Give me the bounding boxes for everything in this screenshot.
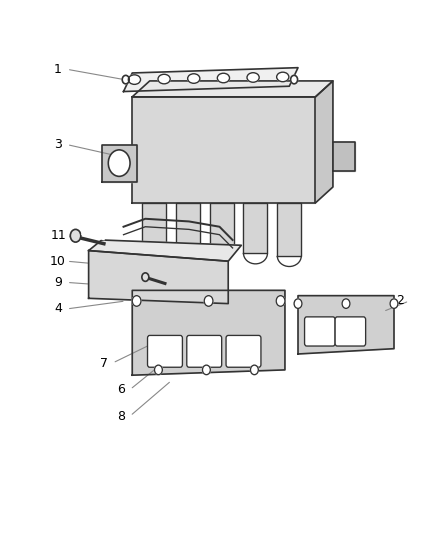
Polygon shape (102, 144, 136, 182)
Polygon shape (297, 296, 393, 354)
Circle shape (122, 75, 129, 84)
Text: 10: 10 (50, 255, 66, 268)
Ellipse shape (128, 75, 140, 84)
Polygon shape (132, 290, 284, 375)
Circle shape (341, 299, 349, 309)
Text: 3: 3 (54, 138, 62, 151)
Polygon shape (132, 97, 315, 203)
Circle shape (293, 299, 301, 309)
Text: 1: 1 (54, 63, 62, 76)
Polygon shape (332, 142, 354, 171)
Ellipse shape (247, 72, 258, 82)
Circle shape (132, 296, 141, 306)
Circle shape (70, 229, 81, 242)
Polygon shape (315, 81, 332, 203)
Text: 2: 2 (396, 294, 403, 308)
Circle shape (152, 264, 208, 333)
Text: 11: 11 (50, 229, 66, 242)
Text: 7: 7 (100, 357, 108, 369)
Text: 9: 9 (54, 276, 62, 289)
Circle shape (202, 365, 210, 375)
Text: 6: 6 (117, 383, 125, 396)
Polygon shape (123, 68, 297, 92)
FancyBboxPatch shape (147, 335, 182, 367)
Circle shape (290, 75, 297, 84)
Polygon shape (243, 203, 267, 253)
Polygon shape (132, 81, 332, 97)
Circle shape (276, 296, 284, 306)
FancyBboxPatch shape (304, 317, 334, 346)
Circle shape (154, 365, 162, 375)
Circle shape (250, 365, 258, 375)
Polygon shape (209, 203, 233, 251)
Text: 8: 8 (117, 409, 125, 423)
Ellipse shape (187, 74, 199, 83)
Circle shape (108, 150, 130, 176)
Polygon shape (88, 240, 241, 261)
Polygon shape (176, 203, 199, 248)
Ellipse shape (276, 72, 288, 82)
Circle shape (204, 296, 212, 306)
Ellipse shape (217, 73, 229, 83)
Polygon shape (277, 203, 300, 256)
Circle shape (141, 273, 148, 281)
Polygon shape (142, 203, 166, 245)
Polygon shape (88, 251, 228, 304)
FancyBboxPatch shape (186, 335, 221, 367)
Circle shape (389, 299, 397, 309)
Text: 4: 4 (54, 302, 62, 316)
FancyBboxPatch shape (226, 335, 260, 367)
Ellipse shape (158, 74, 170, 84)
FancyBboxPatch shape (334, 317, 365, 346)
